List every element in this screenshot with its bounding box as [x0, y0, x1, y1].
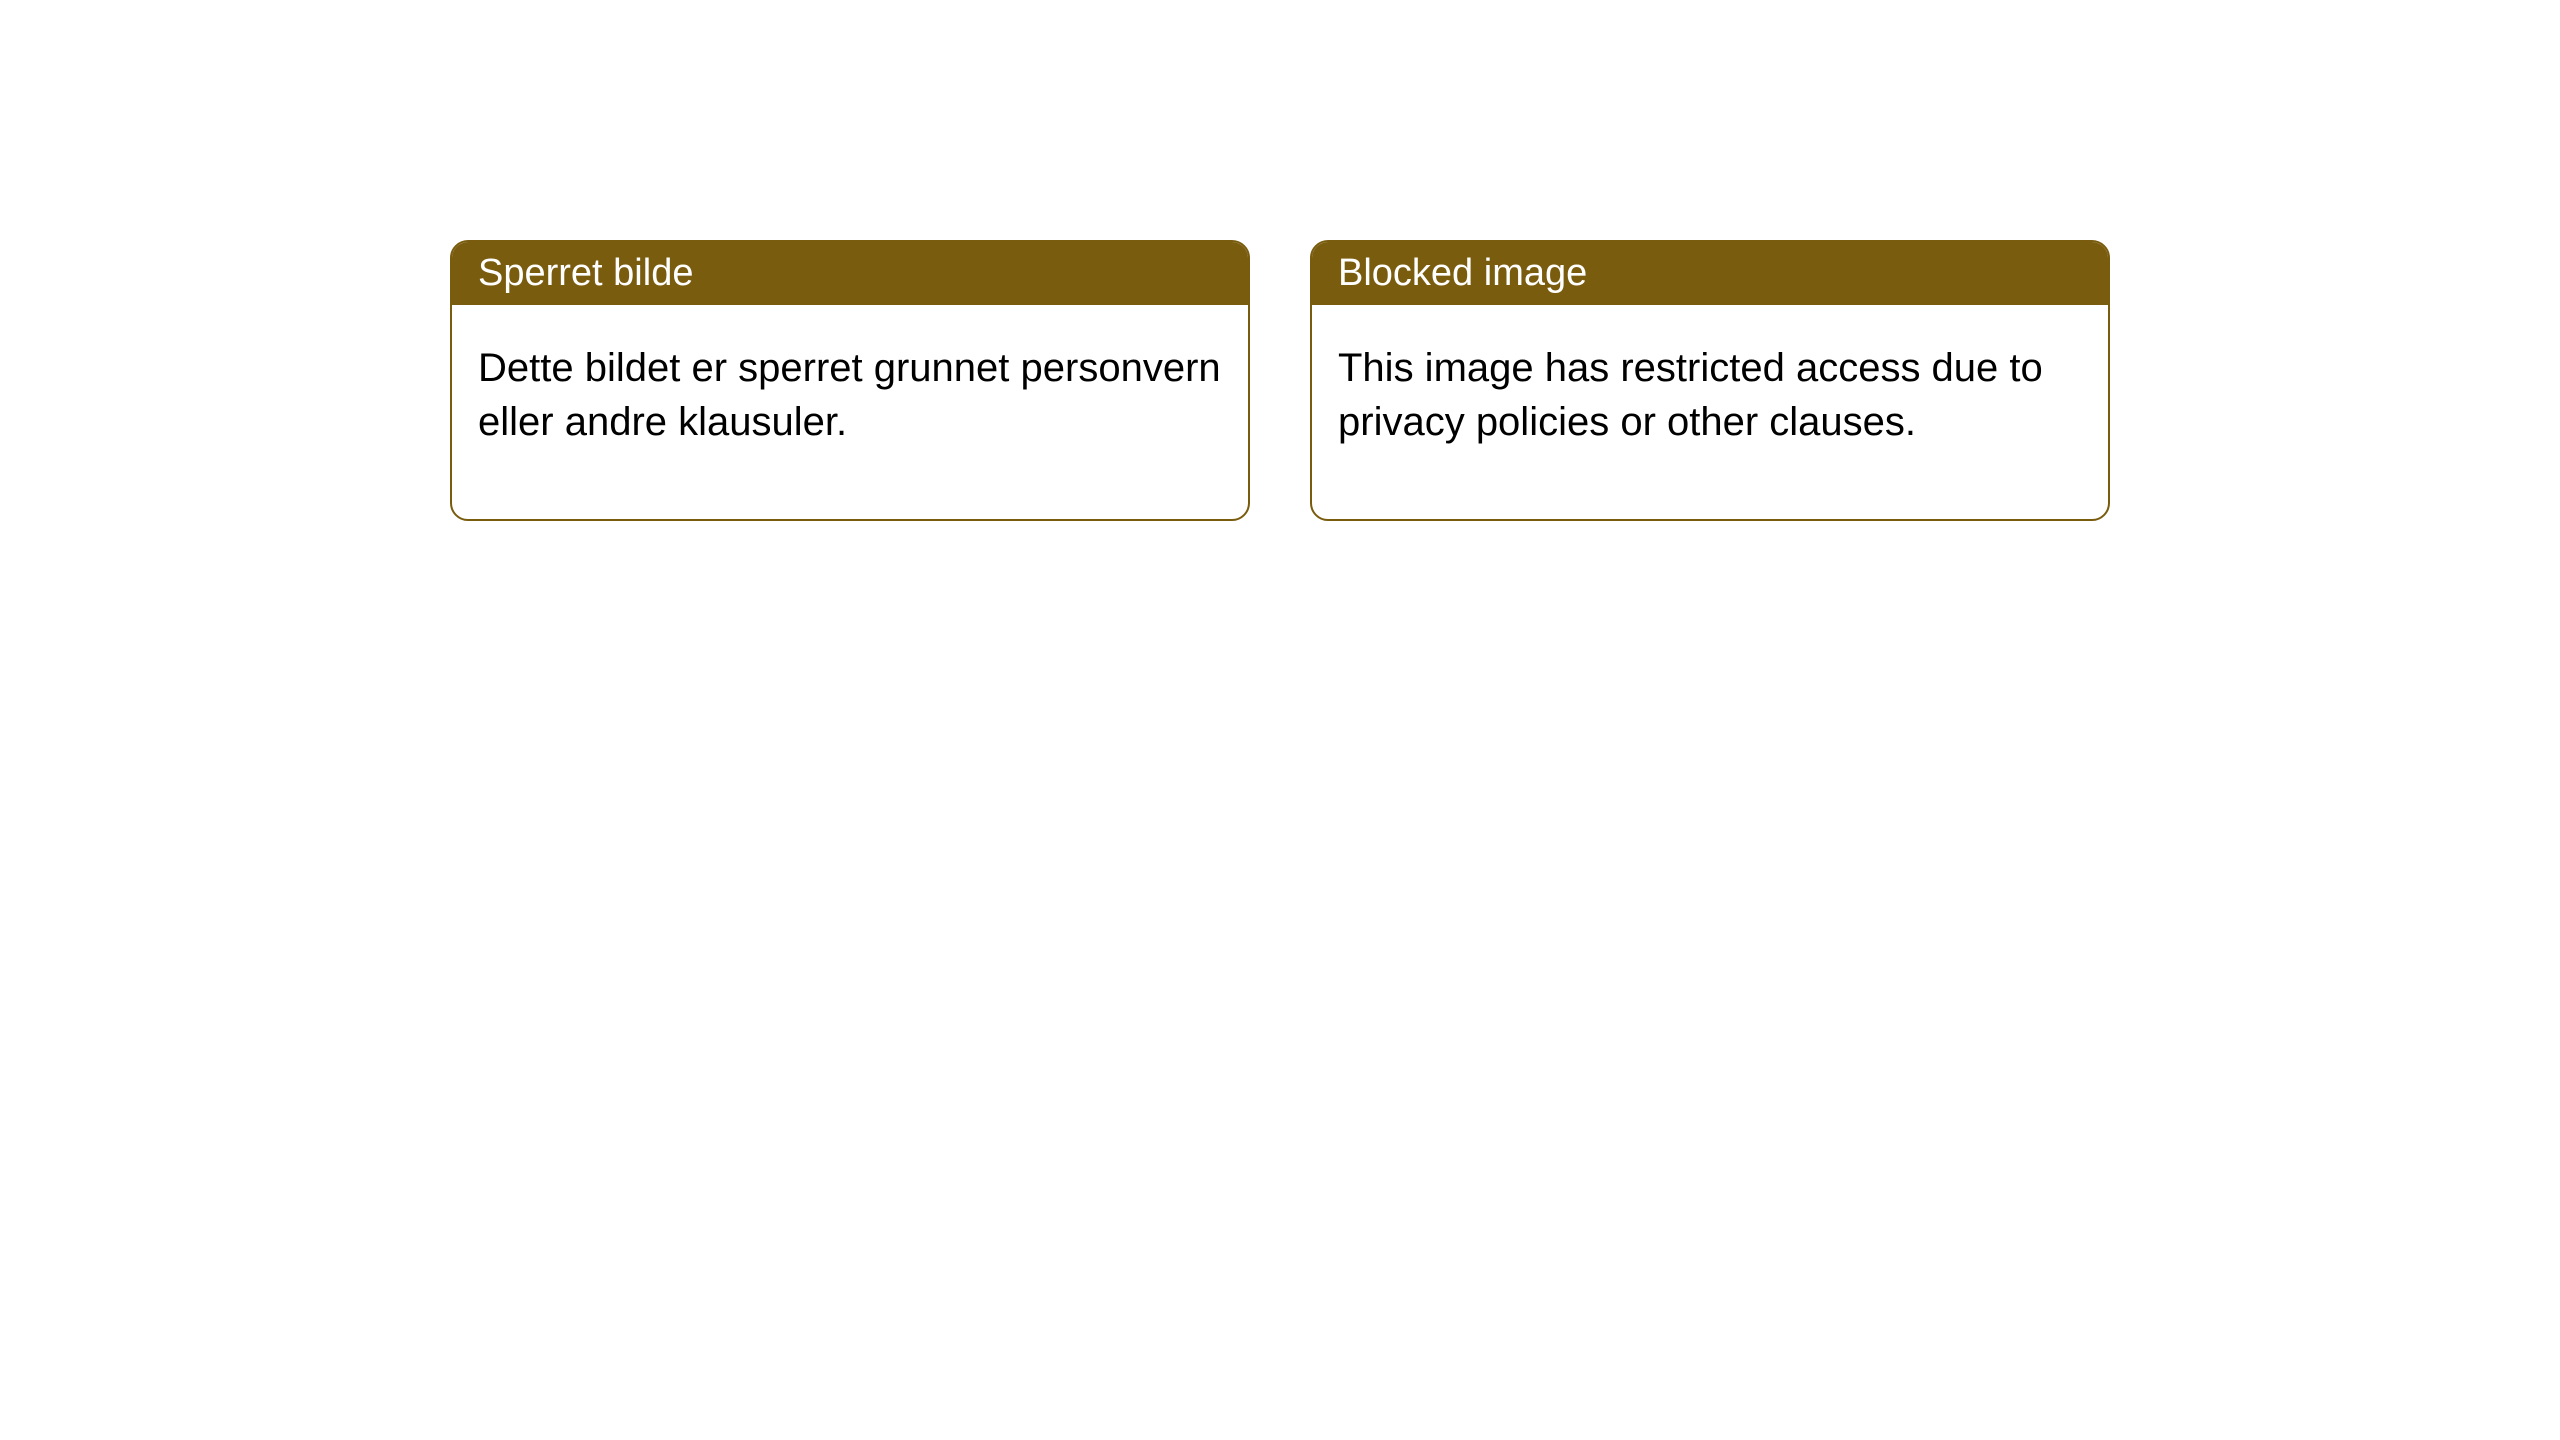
notice-card-norwegian: Sperret bilde Dette bildet er sperret gr…	[450, 240, 1250, 521]
notice-body-text: Dette bildet er sperret grunnet personve…	[478, 346, 1221, 444]
notice-header: Sperret bilde	[452, 242, 1248, 305]
notice-body: Dette bildet er sperret grunnet personve…	[452, 305, 1248, 519]
notice-card-english: Blocked image This image has restricted …	[1310, 240, 2110, 521]
notice-container: Sperret bilde Dette bildet er sperret gr…	[0, 0, 2560, 521]
notice-title: Blocked image	[1338, 252, 1587, 294]
notice-title: Sperret bilde	[478, 252, 693, 294]
notice-header: Blocked image	[1312, 242, 2108, 305]
notice-body: This image has restricted access due to …	[1312, 305, 2108, 519]
notice-body-text: This image has restricted access due to …	[1338, 346, 2043, 444]
